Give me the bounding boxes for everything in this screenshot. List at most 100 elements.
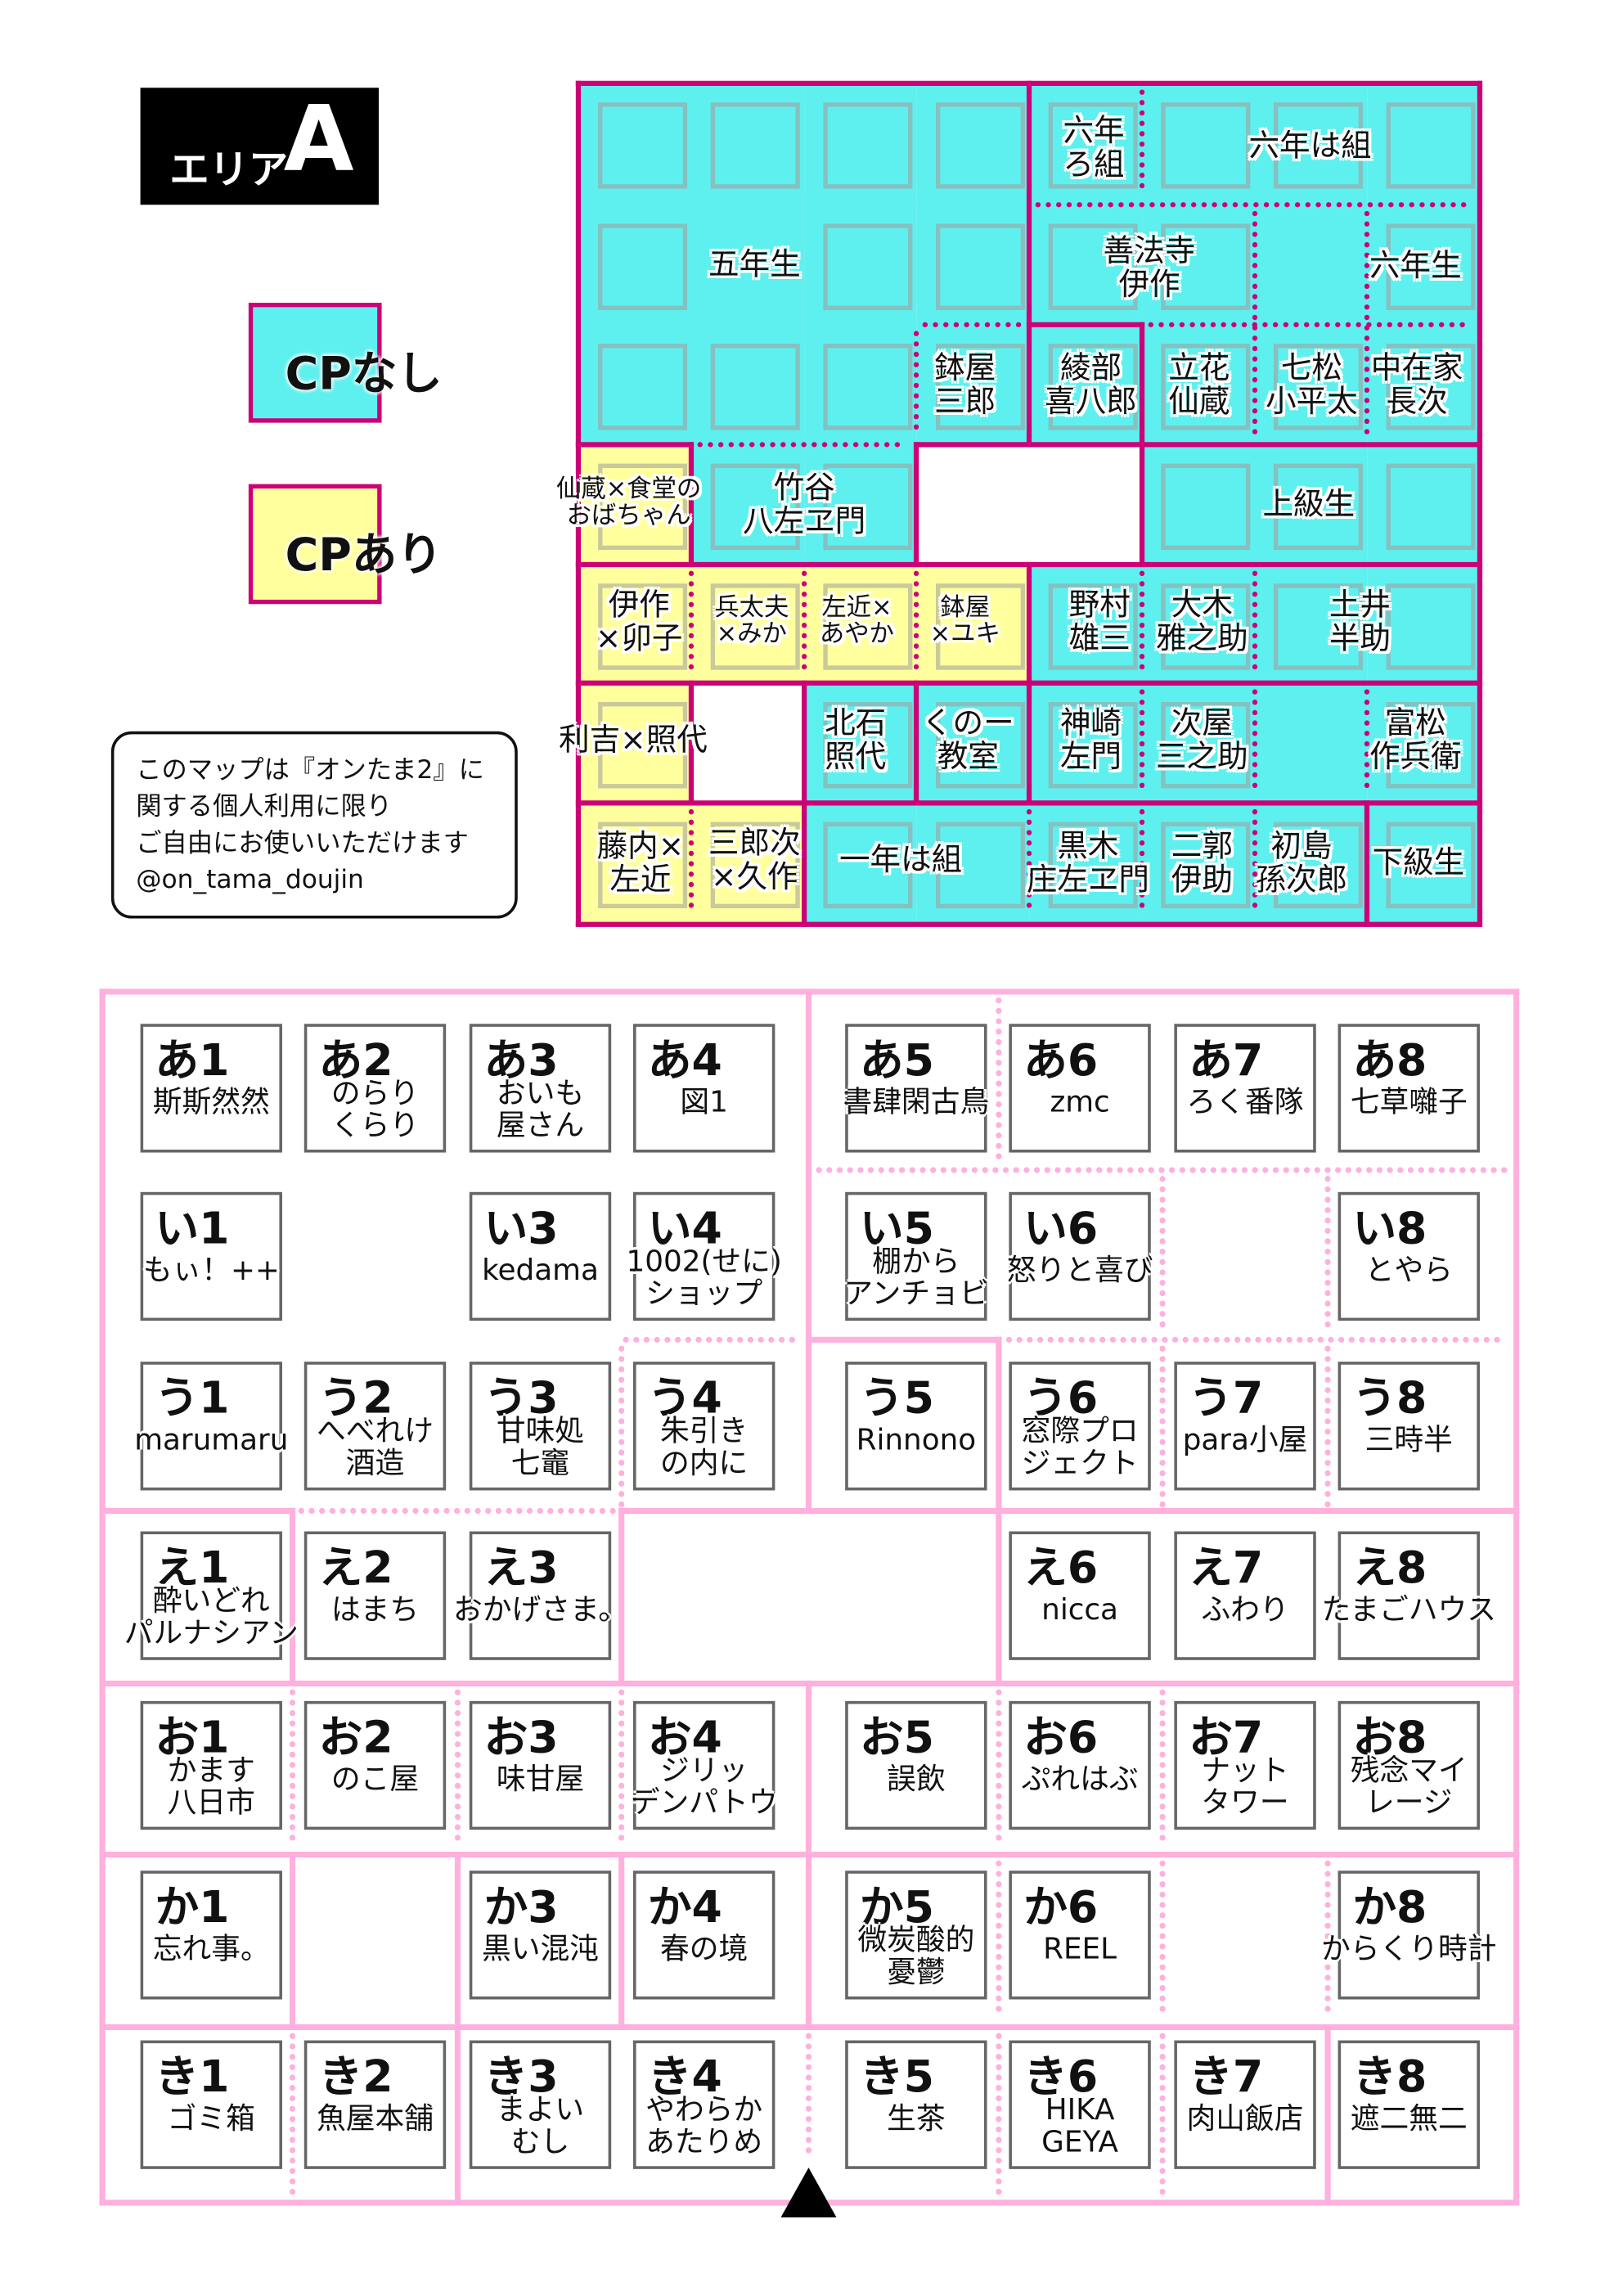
booth[interactable]: お1 かます 八日市	[140, 1700, 282, 1830]
triangle-up-icon	[780, 2168, 837, 2217]
booth-id: か6	[1023, 1882, 1099, 1934]
legend-no-cp-label: CPなし	[285, 348, 443, 401]
map-label: 鉢屋 三郎	[934, 349, 996, 419]
booth[interactable]: い3 kedama	[469, 1191, 612, 1321]
booth[interactable]: い6 怒りと喜び	[1007, 1191, 1153, 1321]
map-label: 中在家 長次	[1370, 349, 1463, 419]
booth[interactable]: え8 たまごハウス	[1322, 1531, 1496, 1660]
booth[interactable]: あ2 のらり くらり	[303, 1024, 447, 1153]
booth-slot	[823, 102, 913, 189]
booth-id: う2	[318, 1373, 393, 1425]
booth-slot	[935, 583, 1025, 670]
booth-id: お2	[318, 1713, 393, 1764]
booth[interactable]: き7 肉山飯店	[1174, 2040, 1316, 2169]
booth[interactable]: お6 ぷれはぶ	[1009, 1700, 1151, 1830]
booth-slot	[1161, 822, 1251, 909]
booth[interactable]: う1 marumaru	[134, 1362, 288, 1491]
booth[interactable]: う7 para小屋	[1174, 1362, 1316, 1491]
booth[interactable]: か8 からくり時計	[1321, 1871, 1497, 2000]
booth-id: い8	[1352, 1204, 1427, 1255]
booth[interactable]: き5 生茶	[845, 2040, 987, 2169]
booth[interactable]: き3 まよい むし	[469, 2040, 612, 2169]
booth-id: き6	[1023, 2051, 1099, 2104]
area-title: エリア	[169, 147, 289, 193]
booth-slot	[1386, 223, 1476, 310]
booth[interactable]: か6 REEL	[1009, 1871, 1151, 2000]
booth[interactable]: い5 棚から アンチョビ	[843, 1191, 989, 1321]
booth-slot	[1386, 583, 1476, 670]
booth-circle-name: 三時半	[1364, 1421, 1453, 1457]
booth[interactable]: あ4 図1	[632, 1024, 776, 1153]
booth[interactable]: あ6 zmc	[1009, 1024, 1151, 1153]
booth-slot	[1274, 102, 1364, 189]
booth[interactable]: お2 のこ屋	[303, 1700, 447, 1830]
booth-id: き8	[1352, 2051, 1427, 2104]
booth[interactable]: あ8 七草囃子	[1338, 1024, 1480, 1153]
map-label: 北石 照代	[825, 705, 887, 774]
booth[interactable]: か1 忘れ事。	[140, 1871, 282, 2000]
booth[interactable]: か5 微炭酸的 憂鬱	[845, 1871, 987, 2000]
map-label: 兵太夫 ×みか	[714, 593, 789, 650]
booth[interactable]: い8 とやら	[1338, 1191, 1480, 1321]
booth[interactable]: う8 三時半	[1338, 1362, 1480, 1491]
booth[interactable]: あ7 ろく番隊	[1174, 1024, 1316, 1153]
area-title-badge: エリア A	[140, 84, 379, 205]
booth[interactable]: い4 1002(せに) ショップ	[626, 1191, 782, 1321]
booth-slot	[1274, 344, 1364, 430]
booth[interactable]: え7 ふわり	[1174, 1531, 1316, 1660]
booth-id: き3	[483, 2051, 559, 2104]
booth-id: う5	[860, 1373, 934, 1425]
booth-slot	[1386, 702, 1476, 789]
booth-circle-name: nicca	[1041, 1591, 1118, 1627]
booth[interactable]: う6 窓際プロ ジェクト	[1009, 1362, 1151, 1491]
booth[interactable]: え6 nicca	[1009, 1531, 1151, 1660]
usage-note: このマップは『オンたま2』に 関する個人利用に限り ご自由にお使いいただけます …	[110, 731, 518, 919]
booth-slot	[1161, 702, 1251, 789]
area-letter: A	[283, 84, 354, 192]
booth[interactable]: う5 Rinnono	[845, 1362, 987, 1491]
booth[interactable]: お8 残念マイ レージ	[1338, 1700, 1480, 1830]
booth-id: い6	[1023, 1204, 1099, 1255]
booth[interactable]: お5 誤飲	[845, 1700, 987, 1830]
booth[interactable]: き1 ゴミ箱	[140, 2040, 282, 2169]
booth[interactable]: い1 もぃ！++	[140, 1191, 282, 1321]
booth-circle-name: ぷれはぶ	[1021, 1761, 1139, 1797]
booth-id: お1	[155, 1713, 230, 1764]
map-label: 鉢屋 ×ユキ	[929, 593, 1000, 650]
booth[interactable]: え3 おかげさま。	[453, 1531, 627, 1660]
booth[interactable]: か4 春の境	[632, 1871, 776, 2000]
booth[interactable]: あ5 書肆閑古鳥	[843, 1024, 989, 1153]
booth[interactable]: き4 やわらか あたりめ	[632, 2040, 776, 2169]
map-label: 仙蔵×食堂の おばちゃん	[555, 475, 702, 531]
booth[interactable]: お4 ジリッ デンパトウ	[631, 1700, 778, 1830]
map-label: 上級生	[1262, 486, 1355, 522]
booth[interactable]: う4 朱引き の内に	[632, 1362, 776, 1491]
map-label: 神崎 左門	[1059, 705, 1122, 774]
booth-id: か8	[1352, 1882, 1427, 1934]
booth[interactable]: う3 甘味処 七竈	[469, 1362, 612, 1491]
booth-circle-name: たまごハウス	[1321, 1591, 1496, 1627]
booth-slot	[597, 583, 687, 670]
booth-id: あ8	[1352, 1035, 1427, 1087]
booth[interactable]: あ3 おいも 屋さん	[469, 1024, 612, 1153]
booth-id: う4	[647, 1373, 722, 1425]
booth[interactable]: お7 ナット タワー	[1174, 1700, 1316, 1830]
booth-circle-name: 誤飲	[887, 1761, 946, 1797]
booth[interactable]: き2 魚屋本舗	[303, 2040, 447, 2169]
map-label: 初島 孫次郎	[1255, 828, 1348, 897]
booth-circle-name: のらり くらり	[330, 1074, 420, 1143]
booth-circle-name: おかげさま。	[452, 1591, 628, 1627]
booth-circle-name: とやら	[1364, 1252, 1453, 1287]
booth[interactable]: き8 遮二無二	[1338, 2040, 1480, 2169]
map-label: 二郭 伊助	[1171, 828, 1233, 897]
booth-slot	[1161, 463, 1251, 551]
booth[interactable]: え2 はまち	[303, 1531, 447, 1660]
booth[interactable]: う2 へべれけ 酒造	[303, 1362, 447, 1491]
booth-circle-name: ゴミ箱	[167, 2100, 255, 2136]
booth[interactable]: え1 酔いどれ パルナシアン	[124, 1531, 299, 1660]
booth[interactable]: あ1 斯斯然然	[140, 1024, 282, 1153]
booth[interactable]: お3 味甘屋	[469, 1700, 612, 1830]
booth[interactable]: か3 黒い混沌	[469, 1871, 612, 2000]
booth[interactable]: き6 HIKA GEYA	[1009, 2040, 1151, 2169]
